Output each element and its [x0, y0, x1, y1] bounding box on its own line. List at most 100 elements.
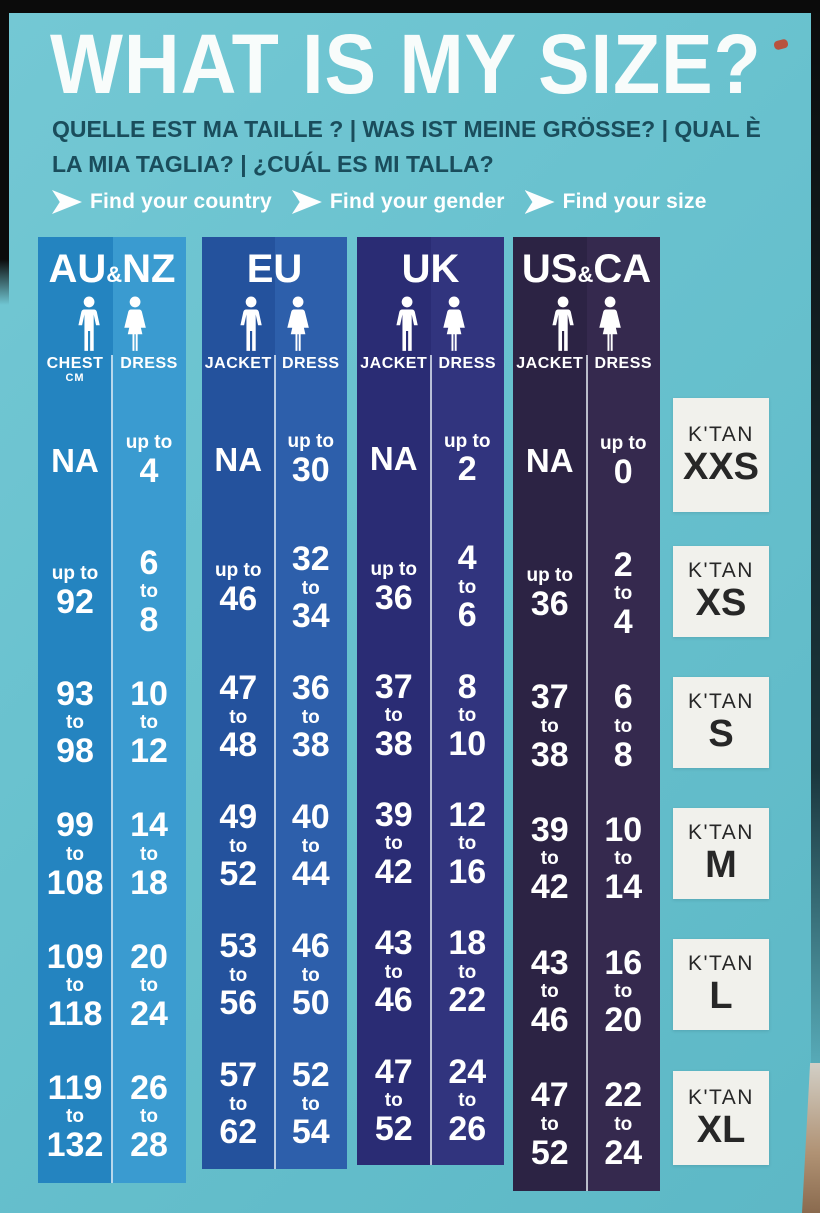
cell-range-to: 132	[46, 1126, 104, 1165]
cell-range-from: 10	[604, 811, 643, 850]
table-row: NA up to 0	[513, 395, 660, 528]
cell-range-to: 118	[47, 994, 103, 1033]
size-cell: NA	[38, 395, 112, 526]
package-corner-highlight	[802, 1063, 820, 1213]
size-cell: 47 to 48	[202, 653, 275, 782]
cell-range-to: 8	[139, 600, 159, 639]
size-cell: 12 to 16	[431, 780, 505, 908]
size-cell: 4 to 6	[431, 523, 505, 651]
red-speck	[773, 38, 789, 51]
cell-range-from: 37	[374, 667, 413, 706]
cell-range-from: 32	[291, 540, 330, 579]
size-cell: 10 to 12	[112, 658, 186, 789]
cell-range-to: 52	[530, 1133, 569, 1172]
step-3: Find your size	[524, 190, 707, 214]
table-row: NA up to 2	[357, 395, 504, 523]
size-cell: 46 to 50	[275, 911, 348, 1040]
ampersand: &	[577, 262, 594, 287]
cell-range-to: 42	[374, 853, 413, 892]
cell-range-from: 99	[56, 806, 94, 845]
cell-range-from: 24	[448, 1052, 487, 1091]
country-column-au-nz: AU&NZ CHEST CM DRESS NA up to 4 up to 92 6 to 8 93 to…	[38, 237, 186, 1183]
size-cell: 47 to 52	[357, 1037, 431, 1165]
cell-range-separator: to	[140, 975, 158, 997]
column-rows: NA up to 2 up to 36 4 to 6 37 to 38 8 to 10 39 to 42 12 to…	[357, 395, 504, 1165]
cell-range-to: 38	[374, 724, 413, 763]
brand-label: K'TAN	[688, 559, 754, 582]
size-cell: 26 to 28	[112, 1052, 186, 1183]
size-cell: NA	[357, 395, 431, 523]
arrow-right-icon	[291, 190, 322, 214]
cell-value: NA	[525, 442, 574, 480]
cell-value: 36	[530, 585, 569, 624]
column-rows: NA up to 4 up to 92 6 to 8 93 to 98 10 to 12 99 to 108 14…	[38, 395, 186, 1183]
size-cell: 16 to 20	[587, 926, 661, 1059]
size-cell: 93 to 98	[38, 658, 112, 789]
column-subheader: JACKET	[204, 355, 272, 372]
size-cell: 99 to 108	[38, 789, 112, 920]
table-row: up to 36 4 to 6	[357, 523, 504, 651]
size-cell: 43 to 46	[357, 908, 431, 1036]
country-column-us-ca: US&CA JACKET DRESS NA up to 0 up to 36 2 to 4 37 to 3…	[513, 237, 660, 1191]
cell-range-separator: to	[540, 848, 559, 870]
cell-qualifier: up to	[370, 558, 417, 580]
column-subheader: DRESS	[120, 355, 178, 372]
brand-label: K'TAN	[688, 690, 754, 713]
size-label-box-l: K'TAN L	[673, 939, 769, 1030]
size-name: L	[709, 975, 733, 1018]
size-cell: 39 to 42	[357, 780, 431, 908]
table-row: up to 92 6 to 8	[38, 526, 186, 657]
cell-range-to: 24	[130, 994, 168, 1033]
cell-range-to: 6	[457, 596, 477, 635]
cell-range-from: 119	[47, 1069, 103, 1108]
female-icon	[124, 296, 146, 351]
cell-range-from: 22	[604, 1076, 643, 1115]
size-label-box-xxs: K'TAN XXS	[673, 398, 769, 512]
column-divider	[585, 355, 588, 1191]
table-row: 49 to 52 40 to 44	[202, 782, 347, 911]
cell-value: 46	[219, 579, 258, 618]
size-cell: 14 to 18	[112, 789, 186, 920]
female-icon	[442, 296, 465, 351]
cell-range-separator: to	[140, 712, 158, 734]
cell-range-separator: to	[458, 961, 477, 983]
table-row: 109 to 118 20 to 24	[38, 920, 186, 1051]
cell-range-separator: to	[301, 964, 320, 986]
cell-range-from: 36	[291, 669, 330, 708]
step-2: Find your gender	[291, 190, 505, 214]
size-cell: up to 0	[587, 395, 661, 528]
cell-qualifier: up to	[444, 430, 491, 452]
size-cell: 2 to 4	[587, 528, 661, 661]
cell-range-from: 43	[530, 943, 569, 982]
column-subheader: JACKET	[360, 355, 428, 372]
cell-range-from: 52	[291, 1056, 330, 1095]
photo-edge-left	[0, 0, 9, 305]
size-cell: 53 to 56	[202, 911, 275, 1040]
size-cell: 32 to 34	[275, 524, 348, 653]
column-header: US&CA JACKET DRESS	[513, 237, 660, 395]
column-header: UK JACKET DRESS	[357, 237, 504, 395]
cell-value: 0	[613, 452, 633, 491]
cell-range-from: 47	[530, 1076, 569, 1115]
cell-range-separator: to	[540, 715, 559, 737]
table-row: 53 to 56 46 to 50	[202, 911, 347, 1040]
size-cell: 49 to 52	[202, 782, 275, 911]
cell-range-to: 48	[219, 726, 258, 765]
cell-range-separator: to	[540, 981, 559, 1003]
column-subheader: DRESS	[438, 355, 497, 372]
cell-range-to: 20	[604, 1000, 643, 1039]
cell-range-from: 6	[613, 678, 633, 717]
size-cell: 6 to 8	[112, 526, 186, 657]
size-cell: 10 to 14	[587, 793, 661, 926]
male-icon	[552, 296, 575, 351]
cell-range-to: 98	[56, 732, 94, 771]
size-cell: up to 36	[513, 528, 587, 661]
size-cell: 43 to 46	[513, 926, 587, 1059]
size-name: M	[705, 844, 737, 887]
cell-range-separator: to	[614, 981, 633, 1003]
gender-icons	[513, 292, 660, 352]
cell-range-to: 26	[448, 1109, 487, 1148]
region-name: EU	[246, 247, 303, 291]
cell-range-from: 12	[448, 795, 487, 834]
size-name: XL	[696, 1108, 746, 1151]
